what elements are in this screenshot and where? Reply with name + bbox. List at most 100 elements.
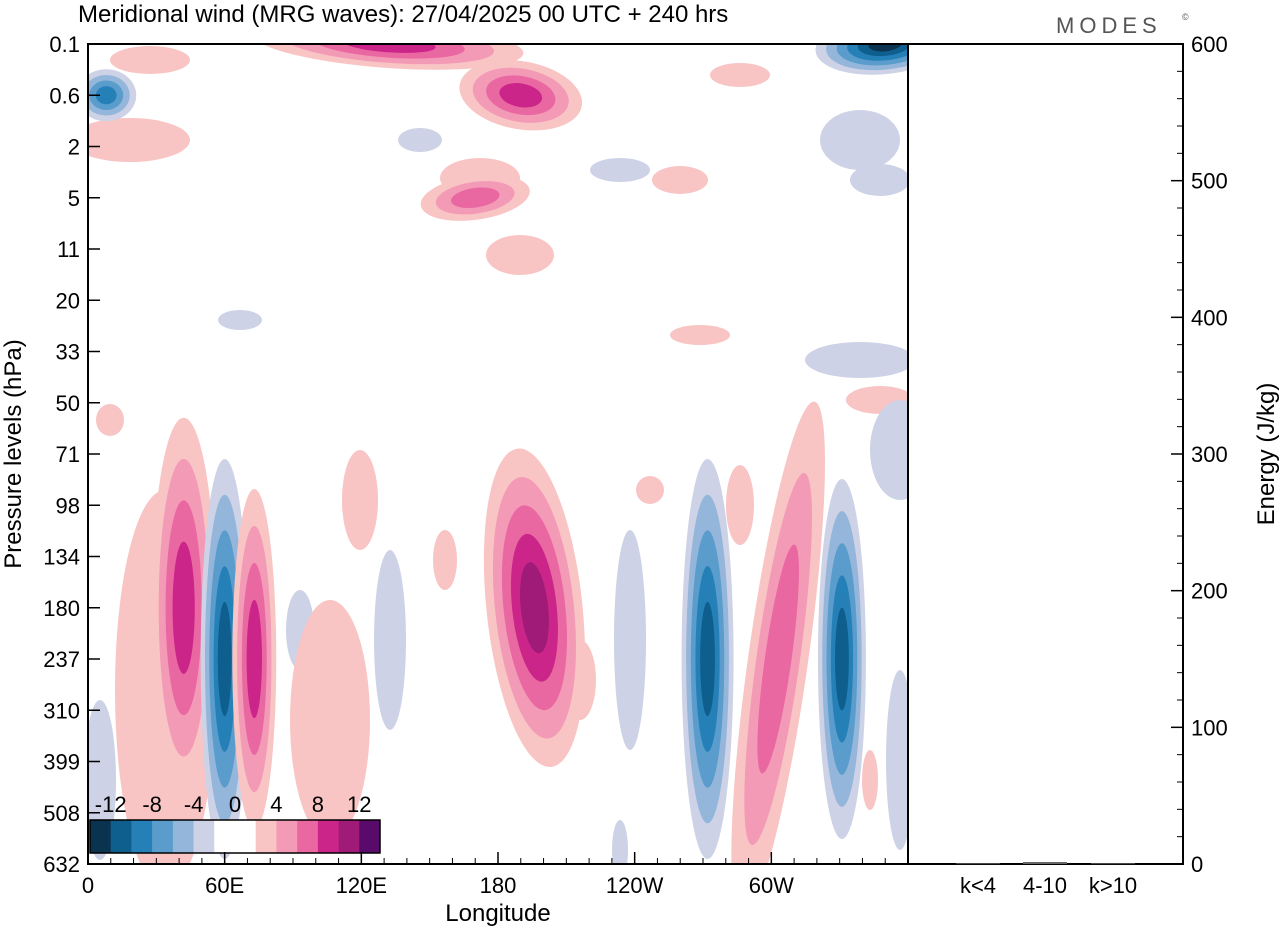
y-tick-label: 180 <box>43 596 80 621</box>
contour-level <box>246 599 262 719</box>
energy-bar <box>956 863 1000 865</box>
background-contour <box>342 450 378 550</box>
colorbar-segment <box>359 820 381 853</box>
background-contour <box>96 404 124 436</box>
background-contour <box>398 128 442 152</box>
energy-tick-label: 300 <box>1191 442 1228 467</box>
y-tick-label: 632 <box>43 852 80 877</box>
background-contour <box>805 342 908 378</box>
y-tick-label: 237 <box>43 647 80 672</box>
wave-anomaly <box>420 174 530 221</box>
background-contour <box>726 465 754 545</box>
colorbar-segment <box>110 820 132 853</box>
background-contour <box>374 550 406 730</box>
y-tick-label: 20 <box>56 288 80 313</box>
background-contour <box>820 110 900 170</box>
background-contour <box>850 164 908 196</box>
contour-level <box>499 83 543 108</box>
background-contour <box>590 158 650 182</box>
x-tick-label: 120E <box>336 873 387 898</box>
background-contour <box>636 476 664 504</box>
background-contour <box>614 530 646 750</box>
contour-level <box>835 607 849 711</box>
energy-tick-label: 100 <box>1191 715 1228 740</box>
contour-level <box>172 541 195 674</box>
energy-tick-label: 0 <box>1191 852 1203 877</box>
y-tick-label: 33 <box>56 340 80 365</box>
energy-tick-label: 600 <box>1191 32 1228 57</box>
contour-level <box>520 562 549 654</box>
x-tick-label: 120W <box>606 873 664 898</box>
colorbar-segment <box>214 820 236 853</box>
y-tick-label: 0.6 <box>49 83 80 108</box>
background-contour <box>486 235 554 275</box>
background-contour <box>862 750 878 810</box>
y-tick-label: 2 <box>68 135 80 160</box>
contour-level <box>700 601 715 717</box>
contour-level <box>217 601 232 717</box>
background-contour <box>110 46 190 74</box>
chart-title: Meridional wind (MRG waves): 27/04/2025 … <box>78 1 728 28</box>
colorbar-tick-label: 8 <box>312 792 324 817</box>
x-axis-title: Longitude <box>445 900 550 927</box>
colorbar-segment <box>276 820 298 853</box>
x-tick-label: 0 <box>82 873 94 898</box>
pressure-axis: 0.1 0.6 2 5 11 20 33 50 71 98 134 180 237 310 399 508 63… <box>43 32 100 877</box>
energy-tick-label: 200 <box>1191 579 1228 604</box>
y-tick-label: 0.1 <box>49 32 80 57</box>
background-contour <box>290 600 370 840</box>
colorbar-segment <box>317 820 339 853</box>
contour-level <box>95 86 117 105</box>
colorbar-tick-label: -12 <box>95 792 127 817</box>
energy-bars: k<4 4-10 k>10 <box>956 862 1137 898</box>
y-tick-label: 71 <box>56 442 80 467</box>
y-tick-label: 11 <box>57 237 80 262</box>
background-contour <box>88 118 190 162</box>
contour-level <box>757 544 799 774</box>
energy-bar <box>1023 862 1067 864</box>
colorbar-frame <box>89 819 381 854</box>
colorbar-segment <box>338 820 360 853</box>
energy-category-label: 4-10 <box>1023 873 1067 898</box>
modes-brand-mark: © <box>1182 12 1189 22</box>
background-contour <box>218 310 262 330</box>
x-tick-label: 60W <box>749 873 794 898</box>
energy-tick-label: 500 <box>1191 169 1228 194</box>
colorbar-segment <box>131 820 153 853</box>
energy-category-label: k>10 <box>1089 873 1137 898</box>
colorbar-segment <box>255 820 277 853</box>
background-contour <box>433 530 457 590</box>
colorbar-segment <box>235 820 257 853</box>
colorbar: -12 -8 -4 0 4 8 12 <box>89 792 381 854</box>
wave-anomaly <box>731 401 825 864</box>
y-tick-label: 50 <box>56 391 80 416</box>
background-contour <box>886 670 908 850</box>
energy-axis-title: Energy (J/kg) <box>1253 383 1280 526</box>
wave-anomaly <box>88 69 137 122</box>
contour-level <box>451 187 500 209</box>
y-tick-label: 508 <box>43 801 80 826</box>
colorbar-segment <box>152 820 174 853</box>
wave-anomaly <box>817 479 866 839</box>
y-tick-label: 5 <box>68 186 80 211</box>
modes-brand: MODES <box>1056 13 1162 38</box>
background-contour <box>652 166 708 194</box>
background-contour <box>870 400 908 500</box>
background-contour <box>670 325 730 345</box>
x-tick-label: 60E <box>205 873 244 898</box>
wave-anomaly <box>459 60 583 131</box>
y-tick-label: 310 <box>43 698 80 723</box>
colorbar-segment <box>193 820 215 853</box>
y-tick-label: 134 <box>43 545 80 570</box>
colorbar-tick-label: 12 <box>347 792 371 817</box>
background-contour <box>612 820 628 864</box>
colorbar-tick-label: 4 <box>270 792 282 817</box>
y-tick-label: 98 <box>56 493 80 518</box>
energy-panel-frame <box>907 43 1184 865</box>
energy-bar <box>1091 863 1135 865</box>
colorbar-tick-label: -4 <box>184 792 204 817</box>
colorbar-segment <box>172 820 194 853</box>
longitude-axis: 0 60E 120E 180 120W 60W <box>82 852 886 898</box>
colorbar-tick-label: 0 <box>229 792 241 817</box>
